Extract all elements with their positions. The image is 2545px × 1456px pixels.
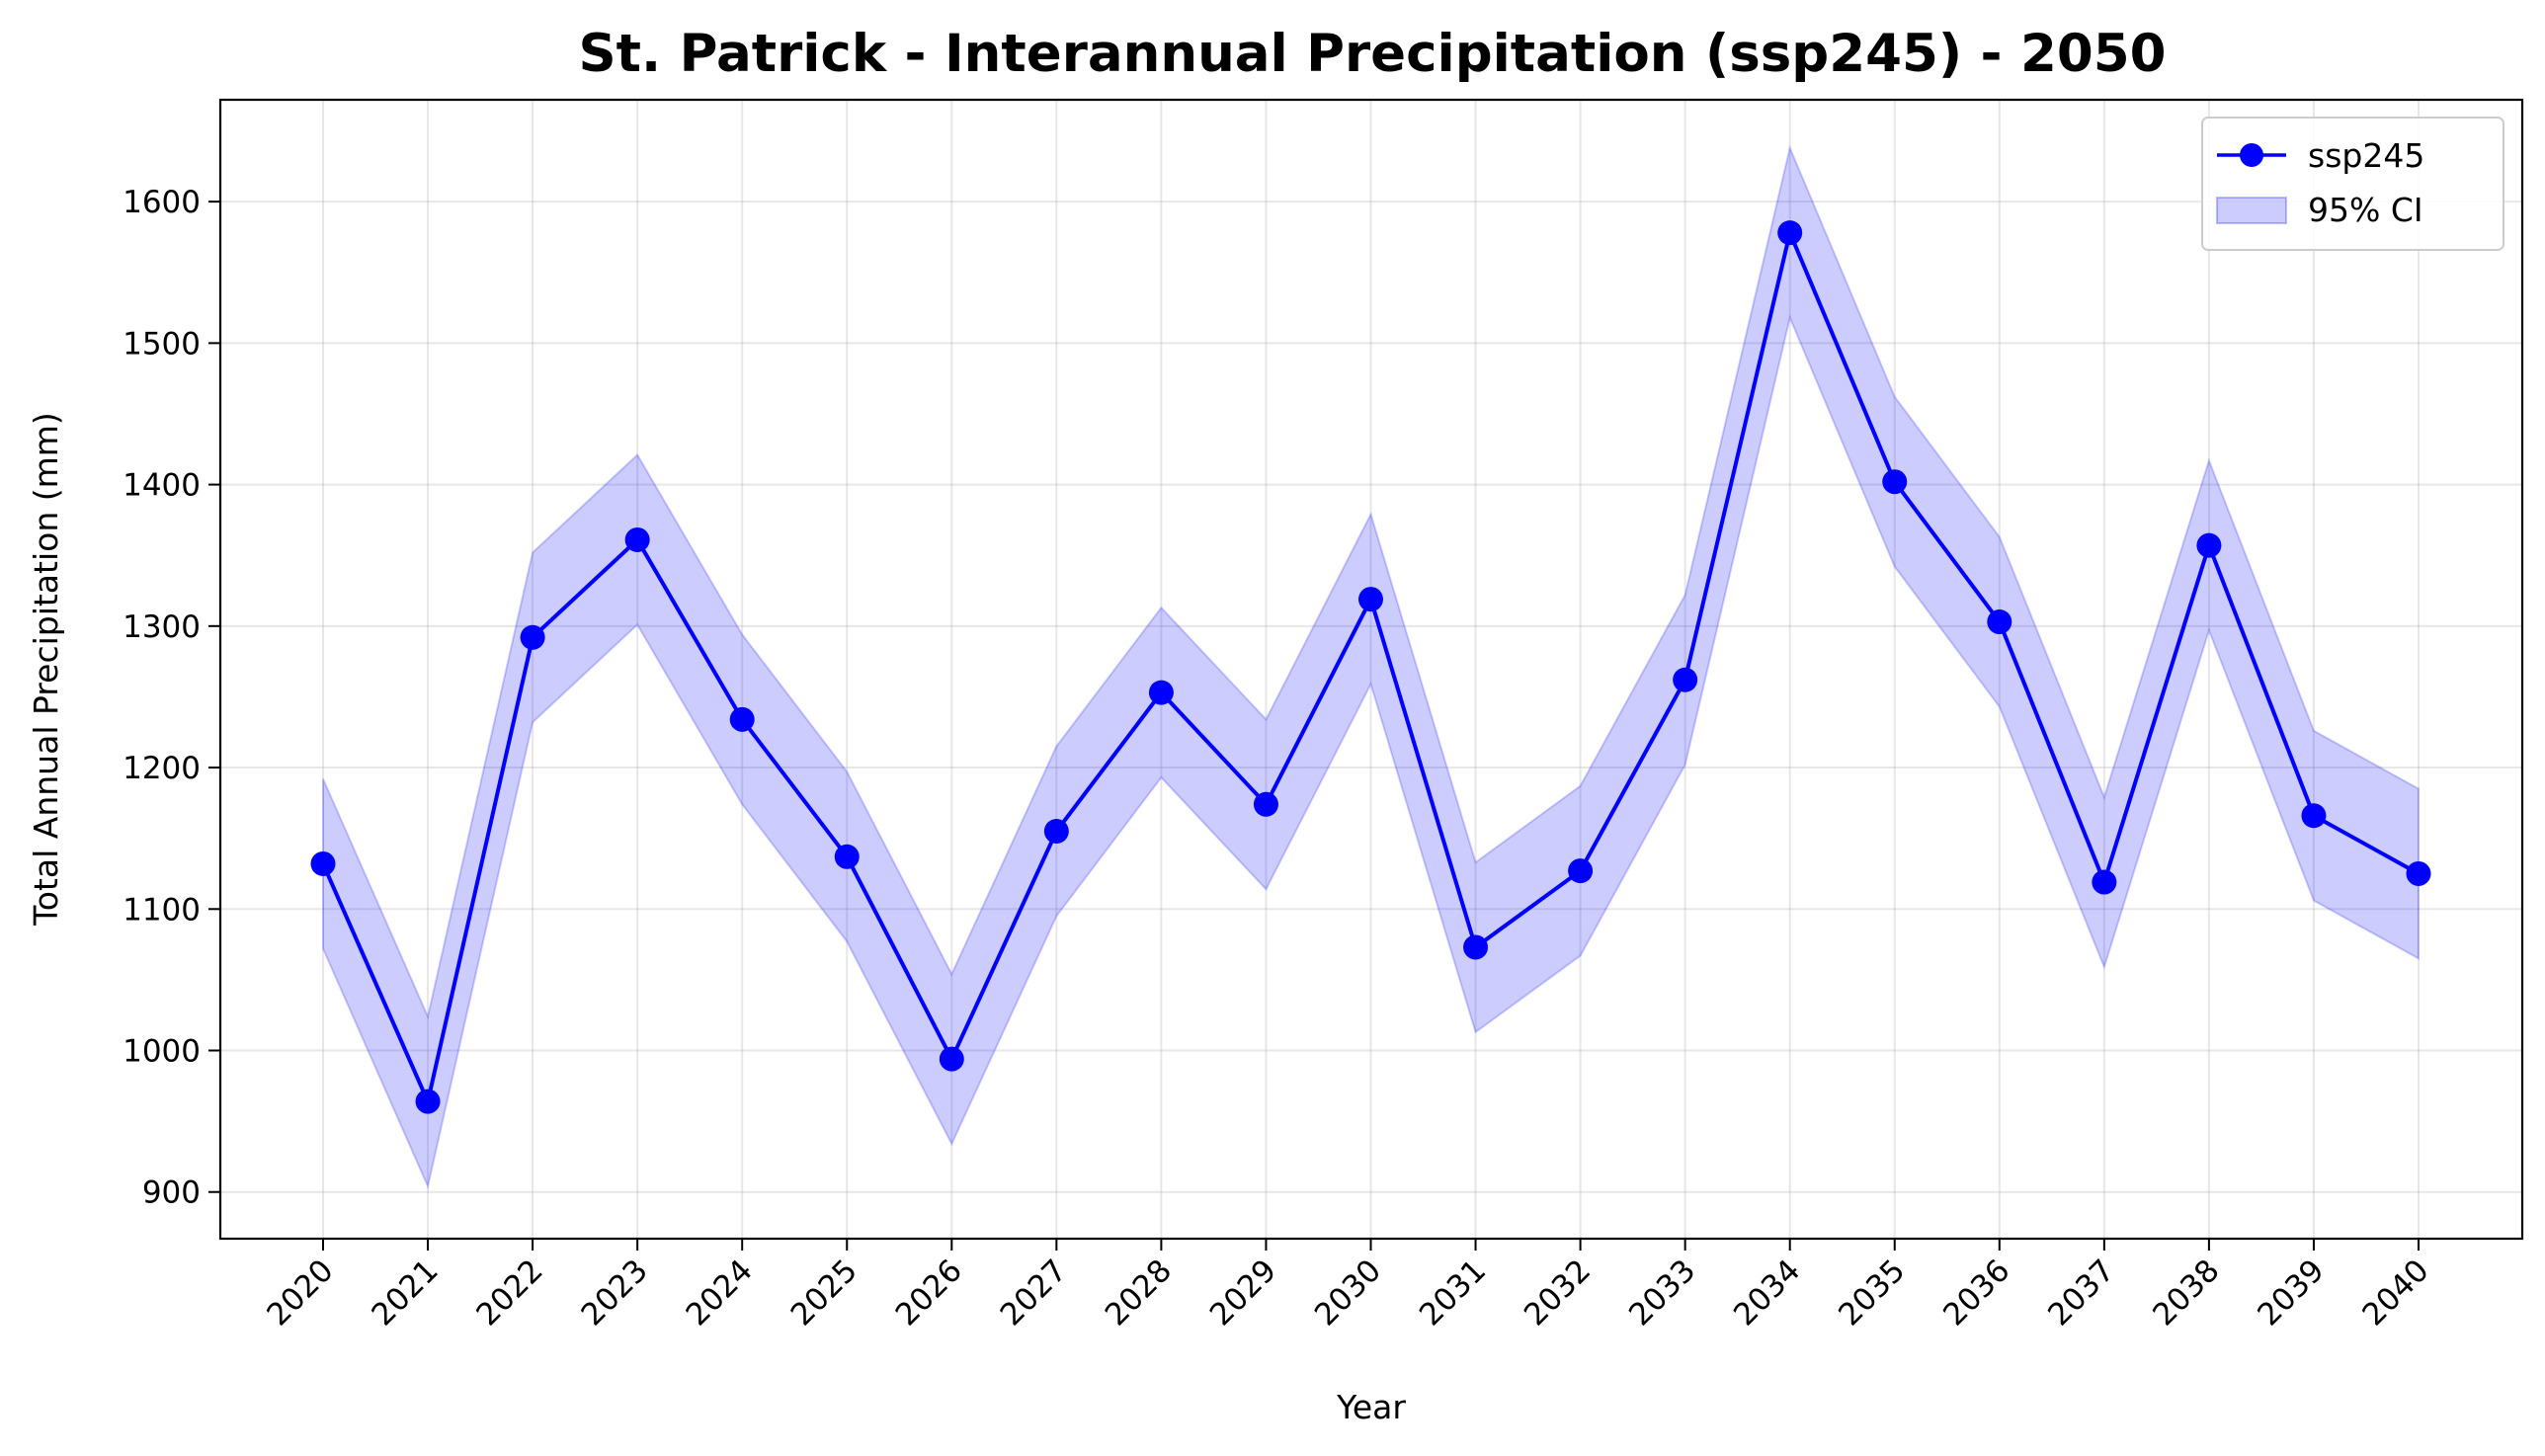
- y-axis-label: Total Annual Precipitation (mm): [27, 412, 65, 927]
- series-layer: [310, 220, 2431, 1114]
- y-tick-label: 1500: [123, 326, 201, 362]
- data-point: [729, 706, 755, 732]
- x-tick-label: 2032: [1518, 1253, 1598, 1333]
- data-point: [1253, 791, 1278, 817]
- data-point: [520, 624, 545, 650]
- x-tick-label: 2035: [1832, 1253, 1912, 1333]
- x-axis-label: Year: [1336, 1388, 1406, 1426]
- y-tick-label: 1300: [123, 609, 201, 645]
- x-tick-label: 2033: [1622, 1253, 1702, 1333]
- data-point: [2301, 803, 2327, 829]
- x-tick-label: 2026: [889, 1253, 969, 1333]
- y-tick-label: 1600: [123, 185, 201, 220]
- y-tick-label: 1000: [123, 1034, 201, 1070]
- x-tick-label: 2037: [2041, 1253, 2121, 1333]
- data-point: [1148, 680, 1174, 705]
- y-tick-label: 1100: [123, 892, 201, 928]
- data-point: [1043, 818, 1069, 844]
- data-point: [624, 526, 650, 552]
- legend: ssp245 95% CI: [2201, 117, 2504, 251]
- chart-title: St. Patrick - Interannual Precipitation …: [578, 24, 2166, 84]
- x-tick-label: 2027: [994, 1253, 1074, 1333]
- data-point: [1358, 587, 1383, 612]
- data-point: [1673, 667, 1698, 692]
- data-point: [1777, 220, 1803, 246]
- x-tick-label: 2020: [260, 1253, 340, 1333]
- y-tick-label: 1200: [123, 751, 201, 786]
- x-tick-label: 2039: [2251, 1253, 2331, 1333]
- x-tick-label: 2028: [1099, 1253, 1179, 1333]
- x-tick-label: 2025: [784, 1253, 864, 1333]
- data-point: [2196, 532, 2222, 558]
- x-tick-label: 2036: [1936, 1253, 2016, 1333]
- x-axis: 2020 2021 2022 2023 2024 2025 2026 2027 2028 2029…: [260, 1239, 2436, 1333]
- data-point: [1463, 934, 1489, 960]
- data-point: [834, 844, 860, 869]
- data-point: [1987, 609, 2012, 635]
- x-tick-label: 2031: [1413, 1253, 1493, 1333]
- data-point: [310, 850, 336, 876]
- y-tick-label: 900: [142, 1175, 201, 1211]
- x-tick-label: 2038: [2146, 1253, 2226, 1333]
- legend-marker-swatch: [2240, 143, 2263, 167]
- legend-box: [2201, 117, 2504, 251]
- data-point: [939, 1046, 964, 1072]
- x-tick-label: 2023: [575, 1253, 655, 1333]
- x-tick-label: 2030: [1308, 1253, 1388, 1333]
- data-point: [1882, 469, 1908, 495]
- data-point: [2092, 869, 2117, 895]
- y-tick-label: 1400: [123, 468, 201, 504]
- data-point: [415, 1089, 441, 1114]
- ci-band: [322, 144, 2420, 1190]
- x-tick-label: 2034: [1727, 1253, 1807, 1333]
- x-tick-label: 2022: [470, 1253, 550, 1333]
- legend-ci-swatch: [2216, 197, 2287, 224]
- x-tick-label: 2029: [1203, 1253, 1283, 1333]
- x-tick-label: 2040: [2355, 1253, 2435, 1333]
- legend-label-ssp245: ssp245: [2308, 136, 2424, 175]
- x-tick-label: 2021: [365, 1253, 445, 1333]
- data-point: [1568, 858, 1594, 884]
- data-point: [2406, 860, 2431, 886]
- y-axis: 900 1000 1100 1200 1300 1400 1500 1600: [123, 185, 220, 1211]
- legend-label-ci: 95% CI: [2308, 191, 2423, 229]
- x-tick-label: 2024: [680, 1253, 760, 1333]
